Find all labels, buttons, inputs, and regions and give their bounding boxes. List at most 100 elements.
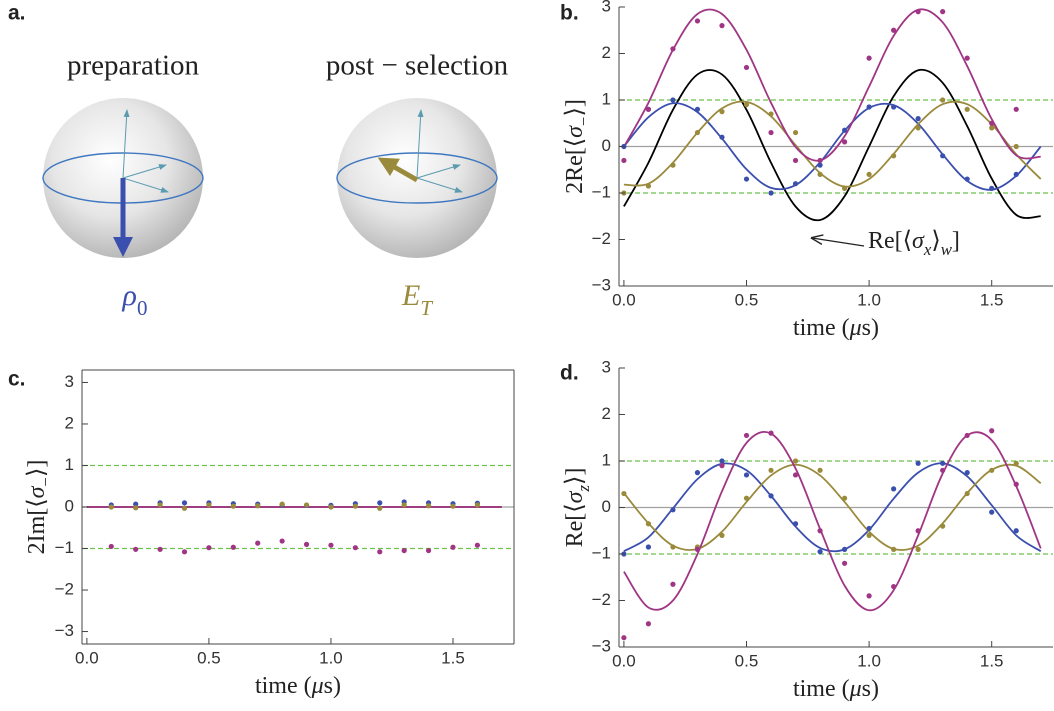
text-part: ρ [122,279,137,312]
data-point [964,490,970,497]
y-tick-label: 1 [65,455,74,474]
data-point [989,467,995,473]
data-point [1013,460,1019,466]
bloch-sphere-right [336,98,498,258]
data-point [621,157,627,164]
data-point [401,502,407,508]
text-part: time ( [255,673,312,699]
text-part: s) [862,676,879,702]
data-point [792,129,799,136]
text-part: T [420,296,433,320]
data-point [891,104,897,110]
y-tick-label: 1 [602,450,611,469]
data-point [181,505,188,511]
data-point [279,501,285,507]
data-point [719,463,725,469]
data-point [768,430,774,436]
data-point [670,46,676,52]
y-axis-title: Re[⟨σz⟩] [562,468,594,548]
data-point [255,503,261,509]
y-axis-title: 2Re[⟨σ−⟩] [562,99,594,194]
x-tick-label: 1.5 [980,651,1004,670]
panel-label: b. [560,2,579,25]
data-point [841,127,848,133]
data-point [719,134,725,140]
x-tick-label: 1.0 [857,290,881,309]
text-part: σ [562,490,588,503]
y-tick-label: 2 [65,413,74,432]
panel-label: c. [8,368,26,391]
y-tick-label: 3 [65,372,74,391]
data-point [1013,528,1019,534]
data-point [940,460,946,466]
data-point [719,23,725,29]
data-point [891,153,897,159]
data-point [694,106,701,112]
sphere-title: post − selection [326,50,509,82]
bloch-sphere-left [42,98,204,258]
data-point [719,109,725,115]
data-point [964,470,970,476]
data-point [352,545,358,551]
data-point [792,458,799,464]
y-tick-label: 0 [602,136,611,155]
data-point [133,546,139,552]
data-point [157,502,163,508]
text-part: ⟩] [562,468,588,485]
y-axis-title: 2Im[⟨σ−⟩] [24,460,56,555]
text-part: x [923,240,932,259]
data-point [230,544,236,550]
text-part: σ [912,228,925,254]
y-tick-label: 0 [602,497,611,516]
data-point [425,503,432,509]
text-part: Re[⟨ [868,228,912,254]
text-part: w [941,240,953,259]
data-point [1013,143,1019,150]
data-point [621,490,627,497]
data-point [915,546,921,552]
data-point [328,504,334,510]
y-tick-label: −3 [592,275,611,294]
fit-curve [623,68,1041,222]
data-point [891,486,897,492]
x-axis-title: time (μs) [793,315,879,341]
data-point [964,432,970,439]
data-point [915,9,921,15]
data-point [768,129,774,136]
annotation: Re[⟨σx⟩w] [868,228,960,260]
data-point [817,162,823,168]
data-point [866,593,872,599]
data-point [377,505,383,511]
data-point [133,501,139,507]
data-point [964,106,970,112]
data-point [989,120,995,126]
text-part: μ [311,673,324,699]
data-point [866,171,872,177]
data-point [303,502,310,508]
data-point [450,503,456,509]
data-point [645,183,652,189]
data-point [940,523,946,529]
text-part: 2Re[⟨ [562,138,588,194]
data-point [670,97,676,103]
text-part: − [574,117,593,126]
data-point [694,129,701,136]
data-point [817,528,823,534]
data-point [670,162,676,168]
text-part: 0 [137,296,148,320]
data-point [817,467,823,473]
data-point [817,171,823,177]
text-part: E [401,279,420,312]
text-part: μ [849,676,862,702]
data-point [645,521,652,527]
data-point [303,541,310,547]
x-axis-title: time (μs) [793,676,879,702]
data-point [401,547,407,554]
data-point [768,190,774,196]
data-point [474,502,480,508]
data-point [768,111,774,117]
fit-curve [623,462,1042,553]
text-part: s) [862,315,879,341]
data-point [841,185,848,191]
